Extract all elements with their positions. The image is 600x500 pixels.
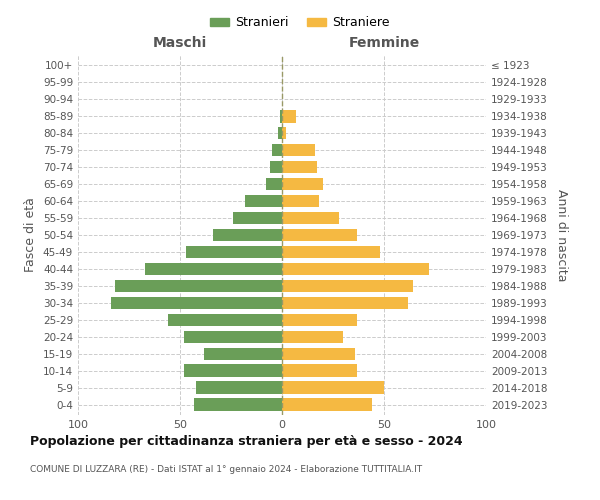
Bar — [282, 178, 323, 190]
Text: COMUNE DI LUZZARA (RE) - Dati ISTAT al 1° gennaio 2024 - Elaborazione TUTTITALIA: COMUNE DI LUZZARA (RE) - Dati ISTAT al 1… — [30, 465, 422, 474]
Bar — [282, 314, 358, 326]
Bar — [110, 296, 282, 310]
Bar — [194, 398, 282, 411]
Text: Femmine: Femmine — [349, 36, 419, 50]
Bar — [278, 126, 282, 140]
Bar — [282, 160, 317, 173]
Bar — [168, 314, 282, 326]
Bar — [205, 348, 282, 360]
Bar — [233, 212, 282, 224]
Bar — [282, 194, 319, 207]
Bar — [282, 212, 339, 224]
Bar — [272, 144, 282, 156]
Bar — [196, 382, 282, 394]
Bar — [282, 296, 409, 310]
Bar — [282, 280, 413, 292]
Bar — [282, 382, 384, 394]
Text: Maschi: Maschi — [153, 36, 207, 50]
Bar — [282, 262, 429, 276]
Bar — [115, 280, 282, 292]
Bar — [282, 126, 286, 140]
Bar — [184, 330, 282, 344]
Bar — [282, 398, 372, 411]
Bar — [184, 364, 282, 377]
Bar — [270, 160, 282, 173]
Bar — [282, 364, 358, 377]
Y-axis label: Anni di nascita: Anni di nascita — [554, 188, 568, 281]
Bar — [282, 144, 314, 156]
Bar — [282, 330, 343, 344]
Legend: Stranieri, Straniere: Stranieri, Straniere — [205, 11, 395, 34]
Bar — [282, 246, 380, 258]
Text: Popolazione per cittadinanza straniera per età e sesso - 2024: Popolazione per cittadinanza straniera p… — [30, 435, 463, 448]
Bar — [282, 348, 355, 360]
Bar — [212, 228, 282, 241]
Bar — [266, 178, 282, 190]
Bar — [280, 110, 282, 122]
Y-axis label: Fasce di età: Fasce di età — [25, 198, 37, 272]
Bar — [282, 228, 358, 241]
Bar — [282, 110, 296, 122]
Bar — [245, 194, 282, 207]
Bar — [145, 262, 282, 276]
Bar — [186, 246, 282, 258]
